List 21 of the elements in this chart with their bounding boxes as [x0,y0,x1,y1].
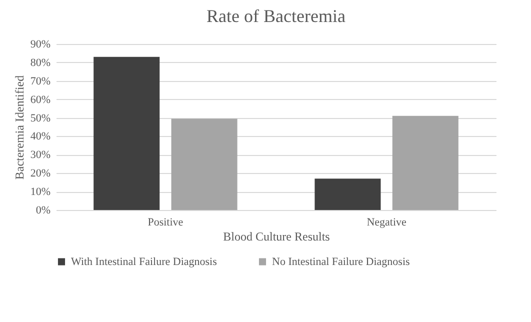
y-tick-label: 90% [30,38,50,50]
x-tick-label: Positive [148,216,184,228]
y-tick-label: 40% [30,130,50,143]
y-tick-label: 0% [36,204,50,216]
bar [94,56,160,210]
y-tick-label: 60% [30,94,50,106]
x-tick-label: Negative [366,216,407,228]
y-axis-title: Bacteremia Identified [12,75,26,180]
y-tick-label: 70% [30,75,50,88]
legend-label: No Intestinal Failure Diagnosis [272,256,410,268]
bar [392,116,458,210]
y-tick-label: 20% [30,168,50,180]
y-tick-label: 30% [30,149,50,162]
chart-title: Rate of Bacteremia [206,6,346,26]
x-axis-title: Blood Culture Results [223,230,330,244]
legend-label: With Intestinal Failure Diagnosis [71,256,217,268]
bar [314,178,381,210]
bar [171,118,238,210]
y-tick-label: 80% [30,56,50,69]
y-tick-label: 50% [30,112,50,124]
y-tick-label: 10% [30,186,50,198]
